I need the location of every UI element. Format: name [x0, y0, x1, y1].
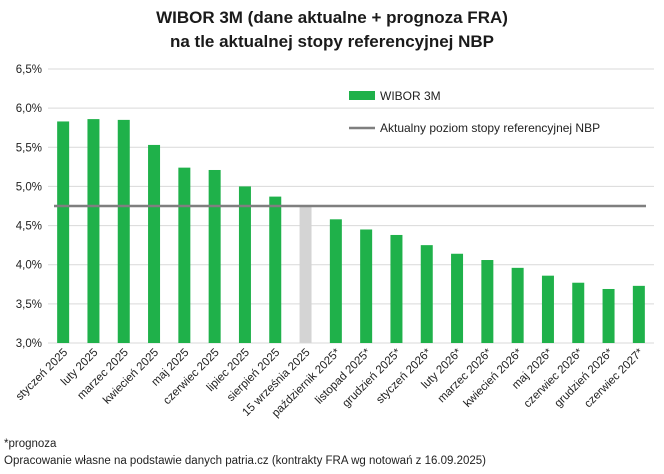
- legend-swatch-wibor: [349, 91, 375, 100]
- y-tick-label: 4,0%: [16, 260, 42, 272]
- chart-title-line-1: WIBOR 3M (dane aktualne + prognoza FRA): [156, 8, 508, 27]
- bar: [511, 267, 524, 343]
- bar: [632, 285, 645, 343]
- bar: [238, 186, 251, 343]
- source-note: Opracowanie własne na podstawie danych p…: [4, 455, 486, 467]
- bar: [481, 260, 494, 343]
- bar: [329, 219, 342, 343]
- bar: [390, 234, 403, 343]
- y-tick-label: 3,5%: [16, 299, 42, 311]
- bar: [541, 275, 554, 343]
- y-tick-label: 6,5%: [16, 64, 42, 76]
- legend-label-wibor: WIBOR 3M: [380, 89, 441, 103]
- y-axis-ticks: 3,0% 3,5% 4,0% 4,5% 5,0% 5,5% 6,0% 6,5%: [16, 64, 42, 350]
- y-tick-label: 5,5%: [16, 142, 42, 154]
- bar: [57, 121, 70, 343]
- bar: [451, 253, 464, 343]
- bar: [117, 119, 130, 343]
- chart-title-line-2: na tle aktualnej stopy referencyjnej NBP: [169, 32, 495, 51]
- bar: [208, 169, 221, 343]
- bars: [57, 119, 645, 343]
- chart-title: WIBOR 3M (dane aktualne + prognoza FRA) …: [0, 6, 664, 54]
- legend: WIBOR 3M Aktualny poziom stopy referencyj…: [349, 89, 600, 135]
- bar: [269, 196, 282, 343]
- bar: [299, 206, 312, 343]
- bar: [420, 245, 433, 343]
- bar: [602, 288, 615, 343]
- x-tick-label: styczeń 2025: [14, 347, 70, 403]
- bar: [178, 167, 191, 343]
- footnote: *prognoza: [4, 438, 57, 450]
- y-tick-label: 6,0%: [16, 103, 42, 115]
- bar: [572, 282, 585, 343]
- bar: [148, 144, 161, 343]
- y-tick-label: 5,0%: [16, 181, 42, 193]
- bar: [87, 119, 100, 343]
- y-tick-label: 4,5%: [16, 221, 42, 233]
- y-tick-label: 3,0%: [16, 338, 42, 350]
- bar: [360, 229, 373, 343]
- legend-label-reference: Aktualny poziom stopy referencyjnej NBP: [380, 121, 600, 135]
